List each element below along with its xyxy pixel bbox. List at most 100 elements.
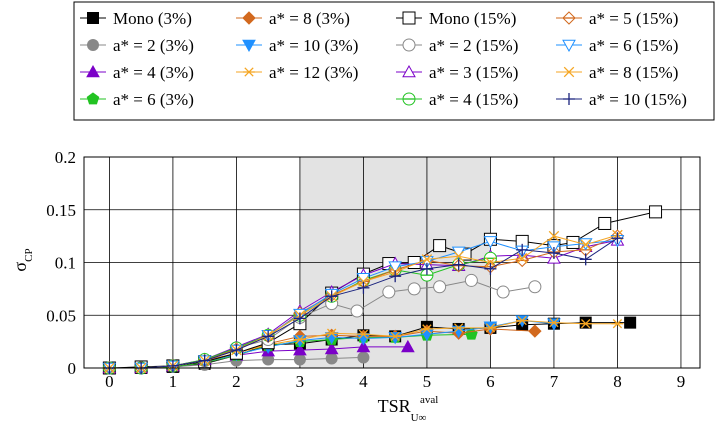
x-tick-label: 6 — [486, 372, 495, 391]
series-astar-10-15-point — [579, 253, 592, 266]
legend-item-mono-3: Mono (3%) — [80, 9, 192, 28]
x-tick-label: 8 — [613, 372, 622, 391]
legend-item-astar-5-15: a* = 5 (15%) — [556, 9, 678, 28]
x-axis-label-sub: U∞ — [411, 412, 427, 424]
plot-frame — [83, 156, 701, 369]
series-mono-3-point — [624, 316, 637, 329]
legend-item-astar-6-15-label: a* = 6 (15%) — [589, 36, 678, 55]
series-astar-4-3-point — [324, 341, 339, 355]
legend-item-astar-6-3: a* = 6 (3%) — [80, 90, 194, 109]
legend-item-astar-12-3-marker — [243, 67, 255, 77]
y-axis-label: σCP — [10, 248, 35, 271]
legend-item-astar-6-3-label: a* = 6 (3%) — [113, 90, 194, 109]
legend-item-astar-3-15: a* = 3 (15%) — [396, 63, 518, 82]
series-astar-12-3-point — [547, 317, 560, 328]
x-tick-label: 1 — [169, 372, 178, 391]
x-tick-label: 3 — [296, 372, 305, 391]
x-tick-label: 7 — [550, 372, 559, 391]
series-astar-8-15-point — [516, 253, 528, 264]
y-axis-label-main: σ — [10, 262, 30, 272]
series-astar-12-3-point — [357, 329, 370, 339]
series-astar-2-3-point — [262, 353, 275, 366]
legend-item-astar-10-15-marker — [563, 93, 575, 105]
legend-item-astar-3-15-marker — [402, 64, 416, 78]
legend-item-astar-6-3-marker — [86, 92, 100, 105]
series-mono-15-point — [433, 239, 447, 253]
legend-item-astar-4-3-label: a* = 4 (3%) — [113, 63, 194, 82]
legend-item-astar-4-15-marker — [402, 92, 416, 106]
legend-item-astar-8-3-marker — [242, 11, 256, 25]
series-astar-4-3-point — [356, 339, 371, 353]
series-astar-8-15-point — [421, 254, 433, 265]
legend-item-astar-4-15-label: a* = 4 (15%) — [429, 90, 518, 109]
series-astar-12-3-point — [452, 323, 465, 333]
series-astar-4-3-point — [293, 343, 307, 356]
series-astar-12-3-point — [293, 334, 306, 345]
legend-item-mono-3-label: Mono (3%) — [113, 9, 192, 28]
x-tick-label: 2 — [232, 372, 241, 391]
legend-item-astar-2-3-label: a* = 2 (3%) — [113, 36, 194, 55]
legend-item-astar-5-15-label: a* = 5 (15%) — [589, 9, 678, 28]
legend-item-astar-2-3: a* = 2 (3%) — [80, 36, 194, 55]
legend-item-astar-5-15-marker — [562, 11, 576, 25]
series-layer — [102, 205, 663, 376]
plot-area: 0 1 2 3 4 5 6 7 8 9 0 0.05 0.1 0.15 0.2 — [46, 148, 701, 391]
series-astar-2-15-point — [382, 285, 396, 299]
series-astar-10-15-point — [198, 354, 211, 367]
series-astar-2-15-point — [464, 273, 478, 287]
series-astar-10-15-point — [516, 243, 529, 256]
series-astar-10-15-point — [293, 312, 306, 325]
x-axis-label-main: TSR — [378, 396, 411, 416]
series-mono-3-point — [579, 316, 592, 329]
legend-item-astar-6-15-marker — [562, 39, 576, 53]
x-tick-label: 4 — [359, 372, 368, 391]
series-astar-2-15-point — [407, 282, 421, 296]
y-tick-label: 0 — [68, 359, 77, 378]
series-astar-10-15-point — [611, 232, 624, 245]
legend-item-astar-8-3: a* = 8 (3%) — [236, 9, 350, 28]
legend-item-astar-8-3-label: a* = 8 (3%) — [269, 9, 350, 28]
legend-item-astar-10-15: a* = 10 (15%) — [556, 90, 687, 109]
series-astar-8-15-point — [548, 230, 560, 242]
series-astar-2-3-point — [293, 353, 306, 366]
legend-item-astar-2-15: a* = 2 (15%) — [396, 36, 518, 55]
legend-item-astar-10-15-label: a* = 10 (15%) — [589, 90, 687, 109]
series-astar-2-3-point — [357, 351, 370, 364]
series-astar-12-3-point — [325, 328, 338, 338]
series-astar-8-15-point — [485, 257, 496, 268]
legend-item-astar-10-3: a* = 10 (3%) — [236, 36, 358, 55]
legend-item-astar-12-3: a* = 12 (3%) — [236, 63, 358, 82]
series-astar-10-15-point — [325, 290, 338, 303]
series-astar-10-15 — [103, 232, 624, 374]
series-astar-4-15-point — [420, 268, 434, 282]
axis-ticks: 0 1 2 3 4 5 6 7 8 9 0 0.05 0.1 0.15 0.2 — [46, 148, 685, 391]
x-axis-label-sup: aval — [420, 394, 438, 406]
series-astar-8-15-point — [453, 250, 464, 262]
series-astar-10-3-point — [547, 318, 561, 331]
series-astar-10-15-point — [166, 359, 179, 372]
series-astar-2-15-point — [528, 280, 542, 294]
legend-item-mono-15-marker — [402, 11, 416, 25]
series-astar-2-3-point — [325, 352, 338, 365]
x-tick-label: 5 — [423, 372, 432, 391]
chart-legend: Mono (3%) a* = 2 (3%) a* = 4 (3%) a* = 6 (3… — [73, 1, 715, 121]
series-astar-2-15-point — [433, 280, 447, 294]
series-mono-15-point — [598, 216, 612, 230]
series-astar-2-15-point — [496, 285, 510, 299]
series-astar-12-3-point — [611, 319, 624, 329]
series-astar-12-3-point — [420, 324, 433, 334]
series-astar-10-15-point — [420, 262, 433, 275]
legend-item-astar-12-3-label: a* = 12 (3%) — [269, 63, 358, 82]
legend-item-astar-2-15-marker — [402, 38, 416, 52]
y-tick-label: 0.2 — [55, 148, 76, 167]
y-tick-label: 0.1 — [55, 254, 76, 273]
series-mono-15-point — [649, 205, 663, 219]
series-astar-10-15-point — [389, 270, 402, 283]
legend-item-astar-8-15-marker — [563, 66, 575, 78]
series-astar-12-3-point — [579, 319, 592, 329]
series-astar-10-15-point — [484, 262, 497, 275]
legend-item-astar-3-15-label: a* = 3 (15%) — [429, 63, 518, 82]
series-astar-10-15-point — [547, 247, 560, 260]
series-astar-10-15-point — [262, 330, 275, 343]
